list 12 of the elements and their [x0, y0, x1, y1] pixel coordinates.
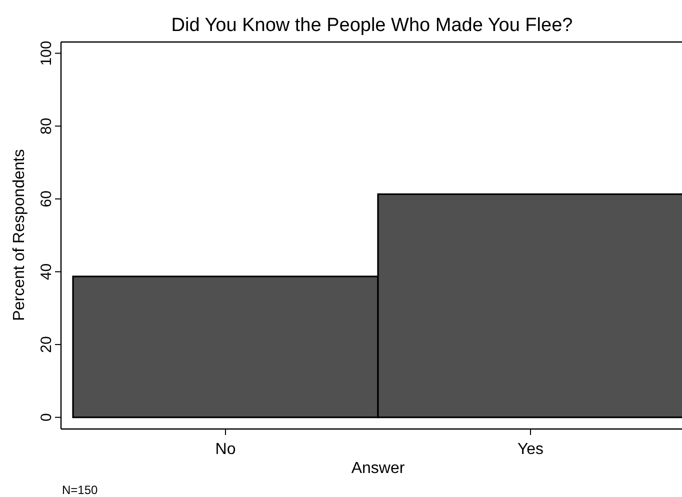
chart-title: Did You Know the People Who Made You Flee?	[171, 15, 573, 36]
y-tick-label: 60	[38, 190, 55, 208]
y-tick-label: 0	[38, 413, 55, 422]
x-tick-label: Yes	[517, 441, 544, 458]
y-tick-label: 20	[38, 336, 55, 353]
x-axis-title: Answer	[351, 460, 406, 477]
x-tick-label: No	[215, 441, 236, 458]
y-tick-label: 100	[38, 40, 55, 66]
y-axis-title: Percent of Respondents	[11, 149, 28, 321]
text: N=150	[62, 483, 98, 497]
y-tick-label: 40	[38, 263, 55, 280]
y-tick-label: 80	[38, 118, 55, 134]
